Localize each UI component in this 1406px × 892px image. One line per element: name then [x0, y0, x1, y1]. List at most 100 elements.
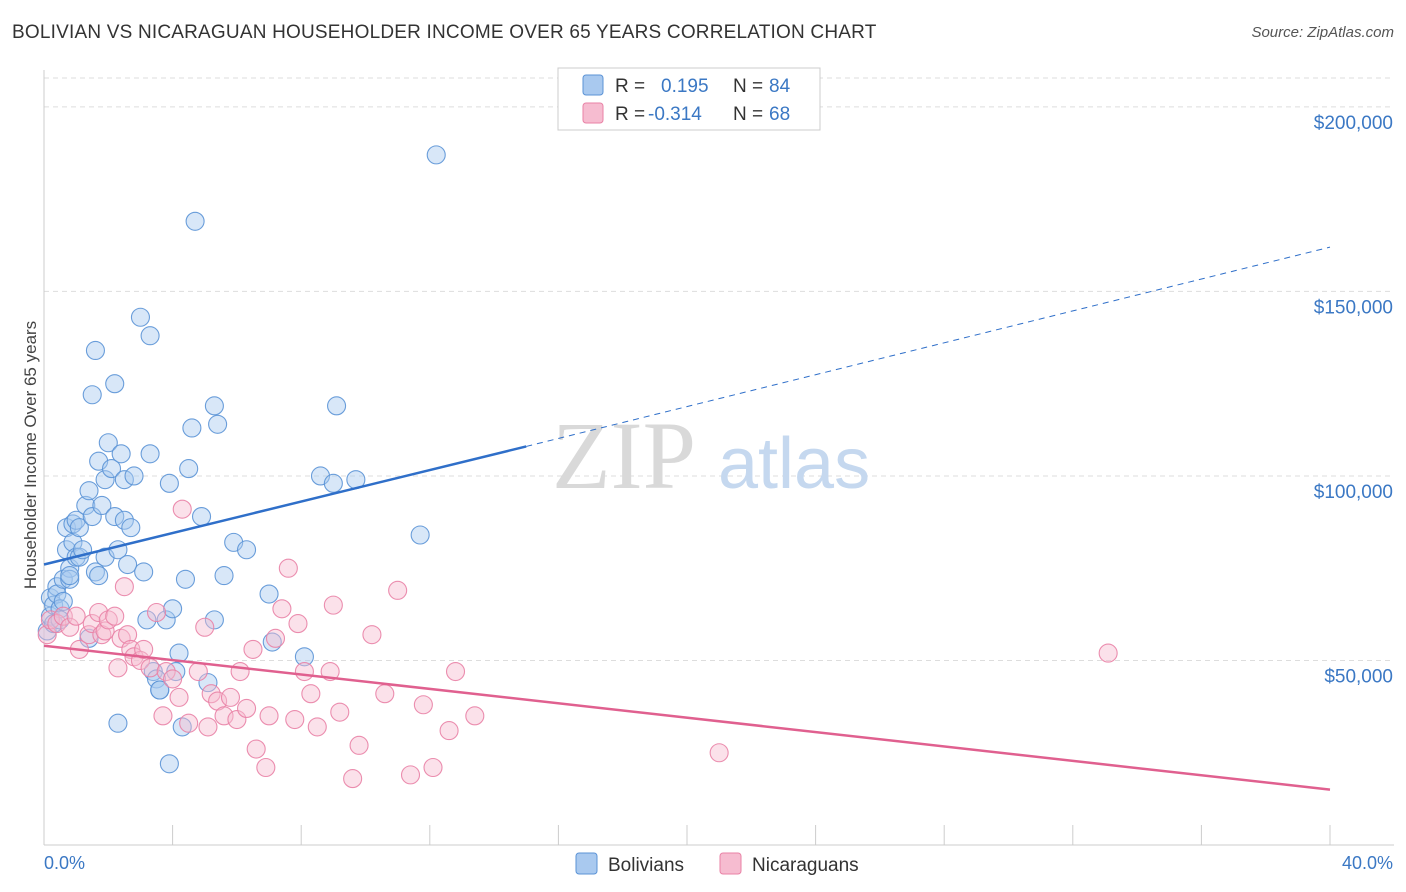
y-tick-label-0: $50,000 — [1324, 666, 1393, 687]
nicaraguans-point-29 — [179, 713, 199, 733]
bolivians-point-58 — [169, 643, 189, 663]
nicaraguans-point-51 — [307, 717, 327, 737]
bottom-legend-label-bolivians: Bolivians — [608, 855, 684, 876]
nicaraguans-point-30 — [188, 661, 208, 682]
nicaraguans-point-59 — [388, 580, 408, 600]
bolivians-point-29 — [89, 566, 109, 586]
bolivians-point-50 — [140, 444, 160, 464]
bolivians-point-16 — [63, 514, 83, 534]
y-tick-label-3: $200,000 — [1314, 113, 1393, 134]
bolivians-point-9 — [53, 591, 73, 611]
bolivians-point-10 — [53, 569, 73, 589]
legend-n-value-2: 68 — [769, 104, 790, 125]
bolivians-point-22 — [76, 495, 96, 516]
bolivians-point-63 — [185, 211, 205, 231]
nicaraguans-point-46 — [278, 558, 298, 578]
nicaraguans-point-55 — [343, 769, 363, 789]
bolivians-point-68 — [208, 414, 228, 434]
bolivians-point-44 — [121, 518, 141, 538]
bolivians-point-37 — [105, 506, 125, 527]
nicaraguans-point-63 — [439, 721, 459, 741]
nicaraguans-point-36 — [220, 687, 241, 707]
bolivians-point-60 — [175, 569, 196, 589]
nicaraguans-point-23 — [146, 602, 167, 623]
bolivians-point-48 — [137, 610, 157, 630]
legend-n-label-2: N = — [733, 104, 763, 125]
bolivians-point-45 — [124, 466, 144, 486]
nicaraguans-point-0 — [37, 625, 57, 645]
bolivians-point-8 — [50, 610, 70, 630]
nicaraguans-point-65 — [465, 706, 485, 726]
nicaraguans-point-48 — [288, 614, 308, 634]
bolivians-point-76 — [323, 473, 343, 493]
bolivians-point-19 — [69, 518, 89, 538]
nicaraguans-point-49 — [294, 661, 314, 682]
bolivians-point-54 — [156, 610, 176, 630]
y-tick-label-1: $100,000 — [1314, 482, 1393, 503]
bolivians-point-35 — [101, 459, 122, 479]
legend-n-value-1: 84 — [769, 76, 791, 97]
legend-r-value-1: 0.195 — [661, 76, 709, 97]
bolivians-point-62 — [182, 418, 202, 438]
chart-title: BOLIVIAN VS NICARAGUAN HOUSEHOLDER INCOM… — [12, 22, 877, 43]
watermark: ZIP atlas — [552, 402, 870, 509]
nicaraguans-point-13 — [105, 606, 125, 626]
legend-swatch-bolivians — [582, 74, 604, 96]
nicaraguans-point-50 — [301, 684, 321, 704]
nicaraguans-point-2 — [47, 614, 67, 634]
bolivians-point-59 — [172, 717, 192, 737]
x-tick-label-min: 0.0% — [44, 853, 85, 873]
trendlines — [43, 246, 1331, 791]
nicaraguans-point-1 — [40, 610, 60, 630]
bolivians-point-36 — [105, 374, 125, 394]
bolivians-point-64 — [191, 506, 212, 527]
nicaraguans-point-22 — [140, 658, 160, 678]
nicaraguans-point-35 — [214, 706, 234, 726]
bolivians-trendline-extension — [526, 246, 1331, 447]
bolivians-point-49 — [140, 326, 160, 346]
nicaraguans-point-12 — [98, 610, 118, 630]
nicaraguans-point-14 — [108, 658, 128, 678]
nicaraguans-point-21 — [134, 639, 154, 659]
bolivians-point-61 — [179, 459, 199, 479]
nicaraguans-point-38 — [230, 661, 250, 682]
nicaraguans-point-44 — [265, 628, 286, 648]
nicaraguans-point-42 — [256, 757, 276, 778]
bottom-legend-swatch-bolivians — [575, 852, 598, 875]
bolivians-point-34 — [98, 433, 118, 453]
bolivians-point-82 — [150, 680, 170, 700]
x-tick-label-max: 40.0% — [1342, 853, 1393, 873]
bolivians-point-81 — [159, 754, 179, 774]
bolivians-trendline — [43, 445, 527, 566]
gridlines — [44, 77, 1394, 661]
bolivians-point-32 — [95, 470, 115, 490]
bolivians-point-69 — [214, 566, 234, 586]
bolivians-point-43 — [118, 554, 138, 575]
y-tick-labels: $50,000 $100,000 $150,000 $200,000 — [1314, 113, 1393, 688]
nicaraguans-point-27 — [169, 687, 189, 707]
nicaraguans-point-24 — [153, 706, 173, 726]
bolivians-point-74 — [294, 647, 314, 667]
nicaraguans-point-28 — [172, 499, 192, 519]
nicaraguans-point-11 — [95, 621, 115, 641]
nicaraguans-point-25 — [156, 661, 176, 682]
source-label: Source: ZipAtlas.com — [1251, 24, 1394, 41]
nicaraguans-point-62 — [423, 757, 443, 778]
bolivians-point-39 — [108, 713, 128, 733]
legend-r-label-1: R = — [615, 76, 645, 97]
nicaraguans-point-9 — [89, 602, 109, 623]
nicaraguans-point-47 — [285, 709, 305, 730]
nicaraguans-points — [37, 499, 1118, 789]
nicaraguans-point-61 — [413, 695, 433, 715]
nicaraguans-point-17 — [118, 625, 138, 645]
nicaraguans-point-56 — [349, 735, 369, 755]
axes — [43, 70, 1394, 846]
bolivians-point-66 — [204, 396, 224, 416]
bolivians-point-41 — [114, 470, 134, 490]
bolivians-point-47 — [134, 562, 154, 582]
nicaraguans-point-43 — [259, 706, 279, 726]
nicaraguans-point-26 — [163, 669, 183, 689]
nicaraguans-point-66 — [709, 743, 729, 763]
legend-r-value-2: -0.314 — [648, 104, 702, 125]
